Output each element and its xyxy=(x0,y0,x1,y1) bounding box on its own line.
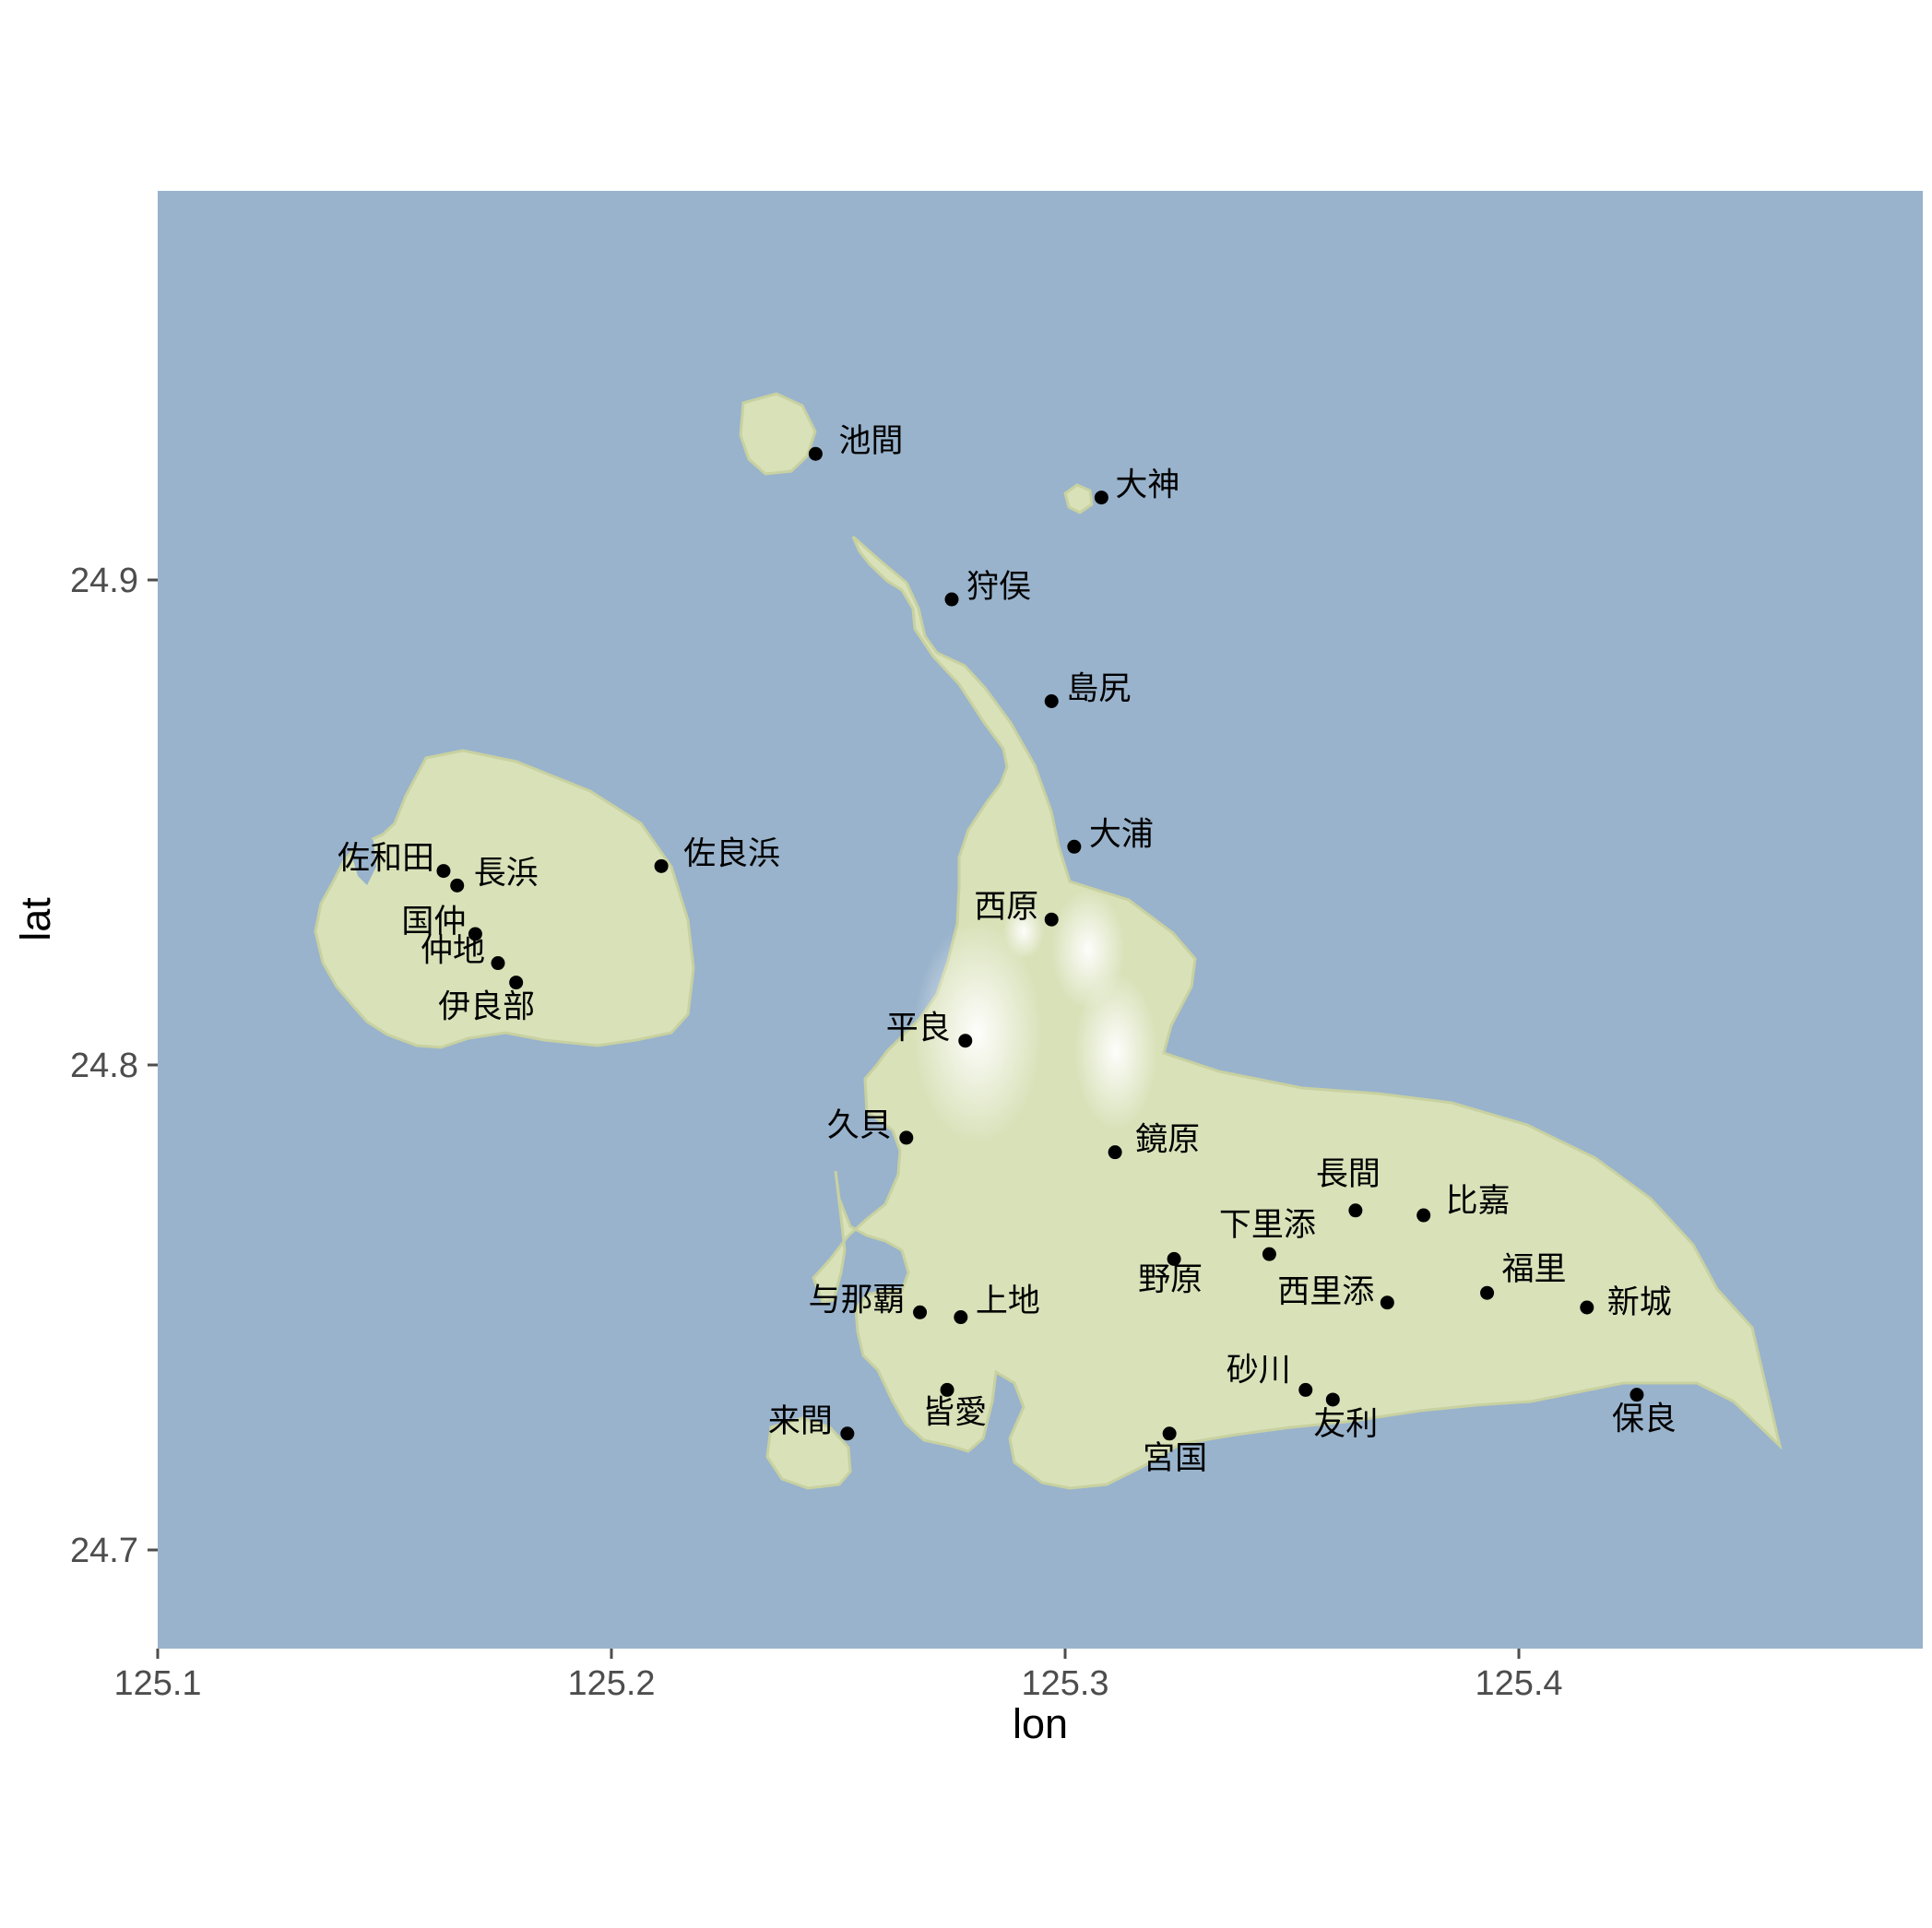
place-point xyxy=(958,1034,973,1048)
place-point xyxy=(1630,1388,1644,1402)
place-point xyxy=(1416,1208,1431,1223)
place-point xyxy=(654,858,669,873)
ogami-island xyxy=(1063,483,1094,515)
place-point xyxy=(899,1130,914,1145)
x-tick-label: 125.3 xyxy=(1021,1664,1108,1703)
place-point xyxy=(1580,1300,1594,1315)
place-point xyxy=(1067,839,1082,854)
place-label: 皆愛 xyxy=(922,1394,987,1431)
place-point xyxy=(436,864,451,879)
place-label: 下里添 xyxy=(1219,1207,1316,1244)
x-tick-label: 125.4 xyxy=(1475,1664,1562,1703)
place-label: 島尻 xyxy=(1066,671,1131,708)
place-point xyxy=(1044,912,1059,927)
kurima-island xyxy=(765,1416,852,1490)
place-label: 野原 xyxy=(1138,1261,1203,1298)
highland-shading xyxy=(913,922,1042,1143)
highland-layer xyxy=(913,890,1157,1143)
place-label: 福里 xyxy=(1502,1251,1567,1288)
place-label: 比嘉 xyxy=(1446,1183,1511,1220)
ikema-island xyxy=(739,392,817,476)
place-point xyxy=(1262,1247,1276,1261)
place-label: 長間 xyxy=(1316,1156,1381,1193)
y-axis-title: lat xyxy=(12,897,59,941)
place-point xyxy=(1325,1392,1340,1407)
place-point xyxy=(954,1310,968,1325)
place-point xyxy=(1380,1295,1394,1310)
highland-shading xyxy=(1003,904,1044,959)
place-label: 仲地 xyxy=(421,933,485,970)
y-axis: 24.9 24.8 24.7 xyxy=(70,562,158,1570)
place-label: 保良 xyxy=(1612,1402,1677,1438)
x-axis-title: lon xyxy=(1013,1700,1068,1747)
place-label: 池間 xyxy=(838,423,903,460)
place-point xyxy=(450,878,465,893)
place-point xyxy=(913,1305,928,1319)
place-label: 佐和田 xyxy=(338,841,434,878)
place-point xyxy=(944,592,959,607)
place-label: 与那覇 xyxy=(809,1282,906,1319)
irabu-island xyxy=(314,749,695,1049)
x-tick-label: 125.1 xyxy=(113,1664,201,1703)
place-point xyxy=(940,1382,954,1397)
place-point xyxy=(1162,1426,1177,1441)
place-point xyxy=(808,446,823,461)
place-label: 伊良部 xyxy=(438,989,535,1026)
place-point xyxy=(1348,1203,1363,1218)
x-axis: 125.1 125.2 125.3 125.4 xyxy=(113,1649,1563,1703)
shimoji-inlet xyxy=(352,828,376,885)
place-label: 宮国 xyxy=(1143,1440,1207,1477)
place-label: 新城 xyxy=(1607,1284,1672,1321)
place-label: 平良 xyxy=(886,1011,951,1047)
place-point xyxy=(491,956,505,971)
place-point xyxy=(1094,491,1108,505)
place-point xyxy=(1480,1285,1495,1300)
place-point xyxy=(509,976,524,990)
place-label: 友利 xyxy=(1313,1406,1378,1443)
place-label: 砂川 xyxy=(1227,1352,1291,1389)
place-point xyxy=(468,927,482,941)
place-label: 大神 xyxy=(1115,467,1179,504)
points-layer xyxy=(436,446,1644,1441)
place-point xyxy=(840,1426,855,1441)
place-point xyxy=(1298,1382,1313,1397)
place-point xyxy=(1167,1251,1181,1266)
place-label: 佐良浜 xyxy=(683,835,780,872)
place-label: 国仲 xyxy=(401,904,466,940)
x-tick-label: 125.2 xyxy=(567,1664,655,1703)
place-label: 大浦 xyxy=(1089,816,1154,853)
y-tick-label: 24.9 xyxy=(70,562,138,600)
place-label: 長浜 xyxy=(474,855,539,892)
highland-shading xyxy=(1074,973,1157,1130)
place-label: 上地 xyxy=(976,1283,1040,1320)
place-label: 西原 xyxy=(974,889,1038,926)
place-point xyxy=(1044,694,1059,708)
place-label: 狩俣 xyxy=(966,569,1031,606)
place-label: 久貝 xyxy=(827,1107,892,1144)
y-tick-label: 24.7 xyxy=(70,1532,138,1570)
land-layer xyxy=(314,392,1783,1490)
place-point xyxy=(1108,1145,1122,1160)
y-tick-label: 24.8 xyxy=(70,1047,138,1085)
place-label: 鏡原 xyxy=(1135,1122,1200,1159)
place-label: 来間 xyxy=(768,1403,833,1440)
place-label: 西里添 xyxy=(1277,1274,1374,1311)
